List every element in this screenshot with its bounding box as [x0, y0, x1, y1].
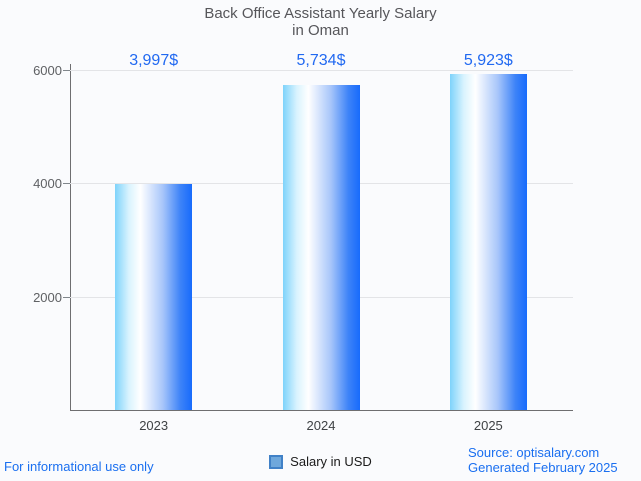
legend-swatch-icon: [269, 454, 284, 469]
y-tick-6000: [63, 70, 70, 71]
footer-disclaimer: For informational use only: [4, 459, 154, 474]
footer-generated-line: Generated February 2025: [468, 460, 618, 475]
y-axis-line: [70, 64, 71, 411]
bar-2024[interactable]: [282, 85, 360, 410]
legend-label: Salary in USD: [290, 454, 372, 469]
bar-2025[interactable]: [449, 74, 527, 410]
gridline-6000: [70, 70, 573, 71]
x-axis-label-2025: 2025: [473, 418, 503, 433]
chart-title: Back Office Assistant Yearly Salary in O…: [0, 5, 641, 39]
footer-source: Source: optisalary.com Generated Februar…: [468, 445, 618, 475]
bar-value-label-2025: 5,923$: [463, 52, 513, 69]
chart-title-line2: in Oman: [292, 22, 349, 39]
legend[interactable]: Salary in USD: [0, 454, 641, 469]
y-axis-label-2000: 2000: [33, 289, 62, 305]
x-axis-label-2024: 2024: [306, 418, 336, 433]
y-axis-label-4000: 4000: [33, 176, 62, 192]
y-axis-label-6000: 6000: [33, 63, 62, 78]
bar-value-label-2023: 3,997$: [129, 52, 179, 69]
chart-title-line1: Back Office Assistant Yearly Salary: [204, 5, 437, 22]
x-axis-line: [70, 410, 573, 411]
y-tick-4000: [63, 183, 70, 185]
bar-2023[interactable]: [115, 183, 193, 410]
bar-value-label-2024: 5,734$: [296, 52, 346, 69]
footer-source-line: Source: optisalary.com: [468, 445, 600, 460]
x-axis-label-2023: 2023: [139, 418, 169, 433]
y-tick-2000: [63, 296, 70, 298]
